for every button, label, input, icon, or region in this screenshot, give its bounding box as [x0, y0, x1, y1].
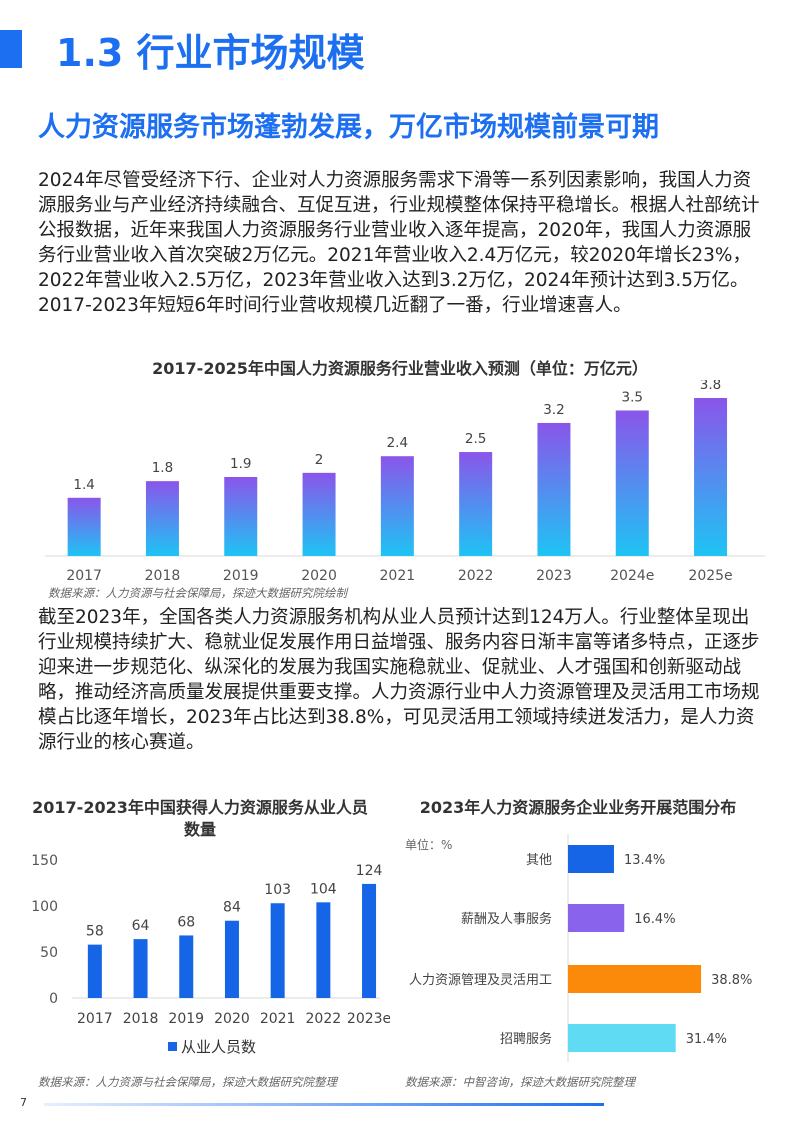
employees-value-label: 68: [177, 914, 195, 930]
revenue-chart: 1.4 2017 1.8 2018 1.9 2019 2 2020 2.4 2021 2.5 2022…: [45, 380, 765, 584]
revenue-value-label: 3.5: [622, 389, 643, 405]
employees-chart-source: 数据来源：人力资源与社会保障局，探迹大数据研究院整理: [38, 1075, 337, 1089]
employees-y-tick-label: 50: [40, 945, 58, 961]
employees-category-label: 2018: [123, 1011, 159, 1027]
employees-value-label: 64: [132, 918, 150, 934]
employees-y-tick-label: 150: [31, 853, 58, 869]
employees-legend-swatch: [168, 1042, 177, 1051]
employees-bar: [362, 883, 377, 998]
business-category-label: 人力资源管理及灵活用工: [409, 973, 552, 988]
employees-legend-label: 从业人员数: [181, 1038, 256, 1056]
business-unit-label: 单位：%: [405, 837, 452, 852]
section-title: 1.3 行业市场规模: [56, 31, 365, 75]
employees-chart: 0 50 100 150 58 2017 64 2018 68 2019 84 2020 103 2021…: [31, 853, 390, 1056]
employees-category-label: 2019: [168, 1011, 204, 1027]
revenue-bar: [380, 456, 414, 556]
employees-bar: [224, 920, 239, 998]
employees-value-label: 103: [264, 882, 291, 898]
employees-value-label: 124: [356, 863, 383, 879]
revenue-value-label: 1.9: [230, 456, 251, 472]
employees-value-label: 104: [310, 881, 337, 897]
revenue-category-label: 2024e: [610, 568, 654, 584]
paragraph-revenue: 2024年尽管受经济下行、企业对人力资源服务需求下滑等一系列因素影响，我国人力资…: [38, 170, 760, 316]
revenue-value-label: 2.4: [387, 435, 408, 451]
employees-y-tick-label: 0: [49, 991, 58, 1007]
employees-bar: [87, 944, 102, 998]
revenue-value-label: 2: [315, 452, 324, 468]
employees-y-tick-label: 100: [31, 899, 58, 915]
revenue-chart-source: 数据来源：人力资源与社会保障局，探迹大数据研究院绘制: [48, 586, 347, 600]
revenue-value-label: 2.5: [465, 431, 486, 447]
revenue-bar: [537, 422, 571, 556]
employees-category-label: 2017: [77, 1011, 113, 1027]
revenue-category-label: 2017: [66, 568, 102, 584]
title-accent-bar: [0, 30, 22, 68]
business-bar: [568, 965, 702, 993]
business-bar: [568, 904, 625, 932]
revenue-chart-title: 2017-2025年中国人力资源服务行业营业收入预测（单位：万亿元）: [152, 359, 648, 378]
employees-bar: [316, 902, 331, 998]
business-value-label: 13.4%: [624, 853, 665, 868]
footer-line: [44, 1103, 604, 1106]
employees-bar: [179, 935, 194, 998]
revenue-value-label: 3.8: [700, 380, 721, 393]
business-chart-title: 2023年人力资源服务企业业务开展范围分布: [419, 798, 737, 817]
employees-bar: [270, 903, 285, 998]
business-value-label: 31.4%: [686, 1032, 727, 1047]
revenue-value-label: 3.2: [543, 402, 564, 418]
employees-value-label: 84: [223, 900, 241, 916]
employees-category-label: 2020: [214, 1011, 250, 1027]
revenue-category-label: 2022: [458, 568, 494, 584]
revenue-value-label: 1.4: [73, 477, 94, 493]
business-value-label: 16.4%: [634, 912, 675, 927]
revenue-bar: [459, 452, 493, 556]
revenue-bar: [67, 497, 101, 556]
revenue-bar: [145, 481, 179, 556]
revenue-category-label: 2023: [536, 568, 572, 584]
business-chart: 单位：% 其他 13.4% 薪酬及人事服务 16.4% 人力资源管理及灵活用工 38.8% 招…: [405, 834, 752, 1062]
employees-category-label: 2021: [260, 1011, 296, 1027]
revenue-bar: [694, 398, 728, 556]
employees-chart-title: 2017-2023年中国获得人力资源服务从业人员数量: [32, 798, 368, 839]
business-category-label: 其他: [526, 853, 552, 868]
business-category-label: 薪酬及人事服务: [461, 911, 552, 927]
revenue-category-label: 2021: [380, 568, 416, 584]
revenue-bar: [615, 410, 649, 556]
revenue-category-label: 2025e: [688, 568, 732, 584]
business-chart-source: 数据来源：中智咨询，探迹大数据研究院整理: [405, 1075, 635, 1089]
paragraph-employees: 截至2023年，全国各类人力资源服务机构从业人员预计达到124万人。行业整体呈现…: [38, 607, 760, 753]
business-value-label: 38.8%: [711, 973, 752, 988]
revenue-bar: [224, 477, 258, 556]
section-subtitle: 人力资源服务市场蓬勃发展，万亿市场规模前景可期: [38, 112, 659, 143]
revenue-bar: [302, 472, 336, 556]
business-bar: [568, 845, 614, 873]
revenue-category-label: 2019: [223, 568, 259, 584]
employees-category-label: 2022: [306, 1011, 342, 1027]
revenue-category-label: 2018: [145, 568, 181, 584]
business-category-label: 招聘服务: [500, 1031, 552, 1047]
employees-value-label: 58: [86, 924, 104, 940]
employees-bar: [133, 939, 148, 998]
business-bar: [568, 1024, 676, 1052]
revenue-value-label: 1.8: [152, 460, 173, 476]
revenue-category-label: 2020: [301, 568, 337, 584]
employees-category-label: 2023e: [347, 1011, 390, 1027]
page-number: 7: [20, 1096, 27, 1109]
